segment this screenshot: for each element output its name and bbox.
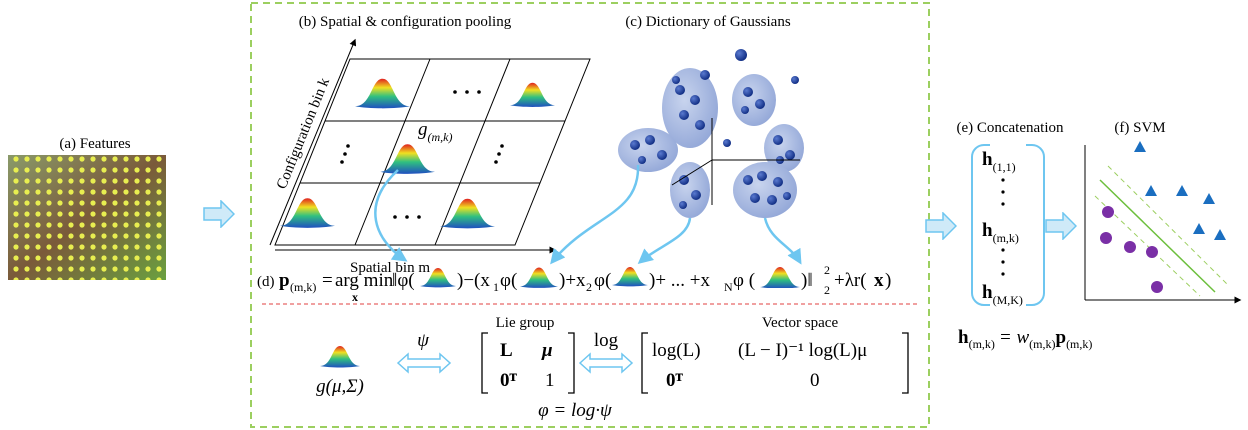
panel-label: (e) Concatenation	[956, 120, 1064, 136]
svm-boundary	[1095, 166, 1228, 296]
matrix-cell: log(L)	[652, 340, 701, 361]
panel-label: (b) Spatial & configuration pooling	[299, 14, 512, 30]
eq-part: (m,k)	[290, 280, 316, 294]
matrix-cell: 0	[810, 370, 820, 391]
subscript: (m,k)	[993, 231, 1019, 245]
gaussian-dictionary	[618, 49, 804, 218]
arrow-label: log	[594, 330, 619, 351]
f: (m,k)	[1066, 337, 1092, 351]
formula: φ = log·ψ	[538, 400, 613, 421]
eq-part: )‖	[801, 270, 813, 291]
arrow	[765, 218, 800, 262]
matrix-cell: 0ᵀ	[666, 370, 684, 391]
f: (m,k)	[1029, 337, 1055, 351]
matrix-cell: L	[500, 340, 513, 361]
h: h	[982, 282, 993, 303]
f: = w	[999, 327, 1030, 348]
matrix-cell: (L − I)⁻¹ log(L)μ	[738, 340, 867, 361]
eq-part: )+ ... +x	[649, 270, 711, 291]
gaussian-label: g(m,k)	[418, 119, 452, 144]
eq-part: φ (	[733, 270, 755, 291]
matrix-cell: 0ᵀ	[500, 370, 518, 391]
subscript: (m,k)	[428, 130, 453, 144]
feature-points	[8, 155, 166, 280]
eq-part: )+x	[559, 270, 586, 291]
eq-part: )	[885, 270, 891, 291]
gaussian	[355, 79, 410, 109]
class-b	[1100, 206, 1163, 293]
eq-part: +λr(	[834, 270, 867, 291]
subscript: (M,K)	[993, 293, 1023, 307]
gaussian	[520, 268, 558, 288]
gaussian	[320, 346, 360, 368]
section-label: Lie group	[496, 315, 555, 331]
arrow	[204, 201, 234, 227]
eq-part: 2	[586, 280, 592, 294]
eq-part: x	[874, 270, 884, 291]
panel-label: (a) Features	[59, 136, 130, 152]
eq-part: 2	[824, 283, 830, 297]
panel-label: (f) SVM	[1114, 120, 1165, 136]
gaussian	[760, 267, 800, 289]
f: h	[958, 327, 969, 348]
h: h	[982, 149, 993, 170]
eq-part: N	[724, 280, 733, 294]
gaussian	[440, 199, 495, 229]
diagram: (a) Features (b) Spatial & configuration…	[0, 0, 1248, 430]
eq-part: )−(x	[457, 270, 490, 291]
matrix-cell: 1	[545, 370, 555, 391]
eq-part: x	[352, 290, 358, 304]
subscript: (1,1)	[993, 160, 1016, 174]
eq-part: 2	[824, 263, 830, 277]
gaussian-label: g(μ,Σ)	[316, 376, 364, 397]
eq-part: φ(	[500, 270, 517, 291]
symbol: g	[418, 119, 428, 140]
eq-part: =	[322, 270, 333, 291]
matrix: L μ 0ᵀ 1 log(L) (L − I)⁻¹ log(L)μ 0ᵀ 0	[500, 340, 867, 391]
eq-part: 1	[493, 280, 499, 294]
equation: (d) p (m,k) = arg min x ‖φ( )−(x 1 φ( )+…	[257, 263, 891, 304]
eq-part: arg min	[335, 270, 394, 291]
gaussian	[510, 83, 555, 107]
eq-part: p	[279, 270, 290, 291]
class-a	[1134, 141, 1226, 240]
arrow	[926, 213, 956, 239]
arrow-label: ψ	[417, 330, 430, 351]
arrow	[552, 165, 638, 262]
eq-part: (d)	[257, 274, 275, 290]
arrow	[1046, 213, 1076, 239]
f: (m,k)	[969, 337, 995, 351]
eq-part: φ(	[594, 270, 611, 291]
gaussian	[380, 144, 435, 174]
arrow	[640, 218, 690, 262]
f: p	[1055, 327, 1066, 348]
gaussian	[612, 267, 648, 286]
ellipsis	[340, 90, 504, 219]
formula: h(m,k)= w(m,k)p(m,k)	[958, 327, 1092, 351]
eq-part: ‖φ(	[392, 270, 415, 291]
axes	[1085, 145, 1240, 300]
section-label: Vector space	[762, 315, 839, 331]
h: h	[982, 220, 993, 241]
matrix-cell: μ	[541, 340, 553, 361]
panel-label: (c) Dictionary of Gaussians	[625, 14, 791, 30]
